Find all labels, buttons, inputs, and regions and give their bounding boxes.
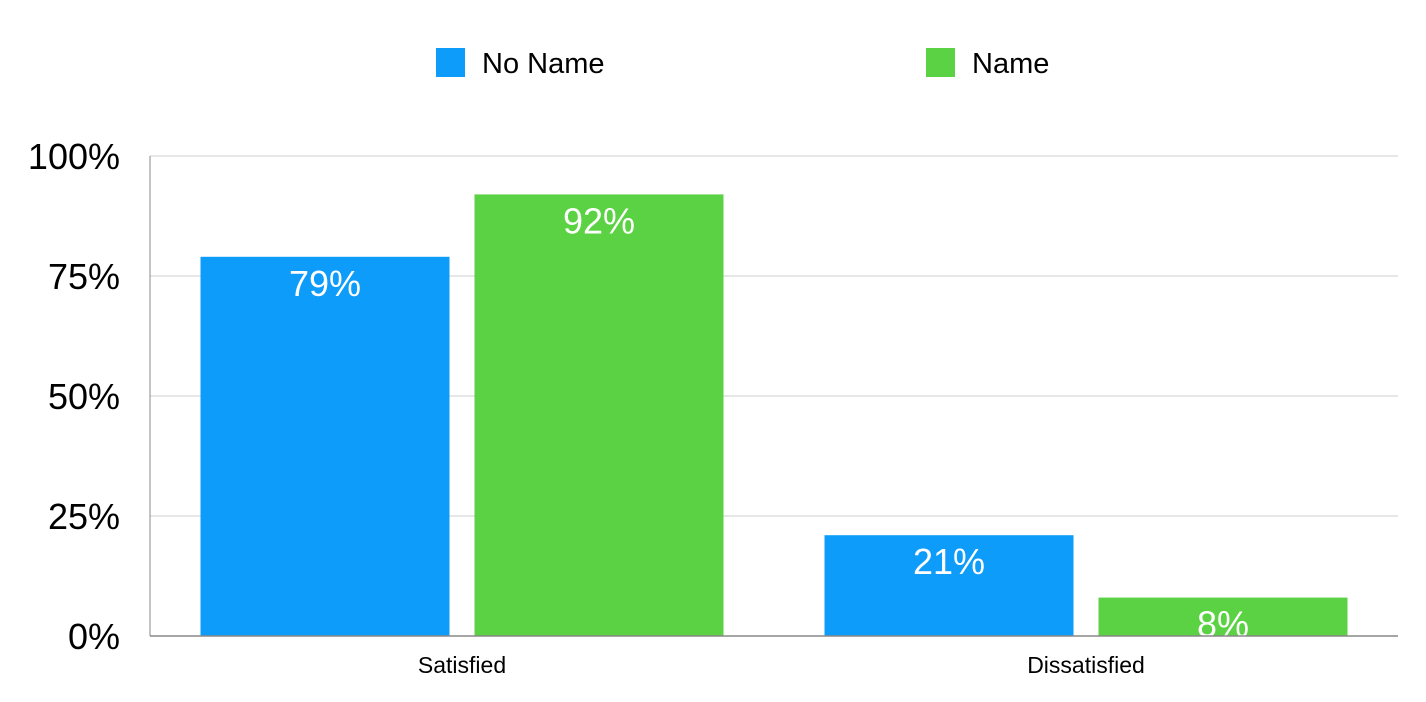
legend-label: Name [972,48,1049,80]
legend-label: No Name [482,48,605,80]
x-tick-label: Satisfied [418,652,506,678]
x-tick-label: Dissatisfied [1027,652,1145,678]
bar-no-name-dissatisfied [824,535,1074,636]
data-label: 92% [563,200,635,241]
legend: No Name Name [436,48,1049,80]
bar-name-dissatisfied [1098,597,1348,636]
y-tick-label: 0% [68,616,120,657]
y-tick-label: 50% [48,376,120,417]
y-tick-label: 100% [28,136,120,177]
data-labels: 79% 92% 21% 8% [289,200,1249,644]
legend-swatch [926,48,955,77]
y-tick-label: 75% [48,256,120,297]
y-axis-tick-labels: 0% 25% 50% 75% 100% [28,136,120,657]
y-tick-label: 25% [48,496,120,537]
x-axis-tick-labels: Satisfied Dissatisfied [418,652,1145,678]
bar-no-name-satisfied [200,256,450,636]
legend-swatch [436,48,465,77]
bar-name-satisfied [474,194,724,636]
data-label: 8% [1197,604,1249,645]
axes [149,156,1398,637]
bars [200,194,1348,636]
data-label: 79% [289,263,361,304]
data-label: 21% [913,541,985,582]
